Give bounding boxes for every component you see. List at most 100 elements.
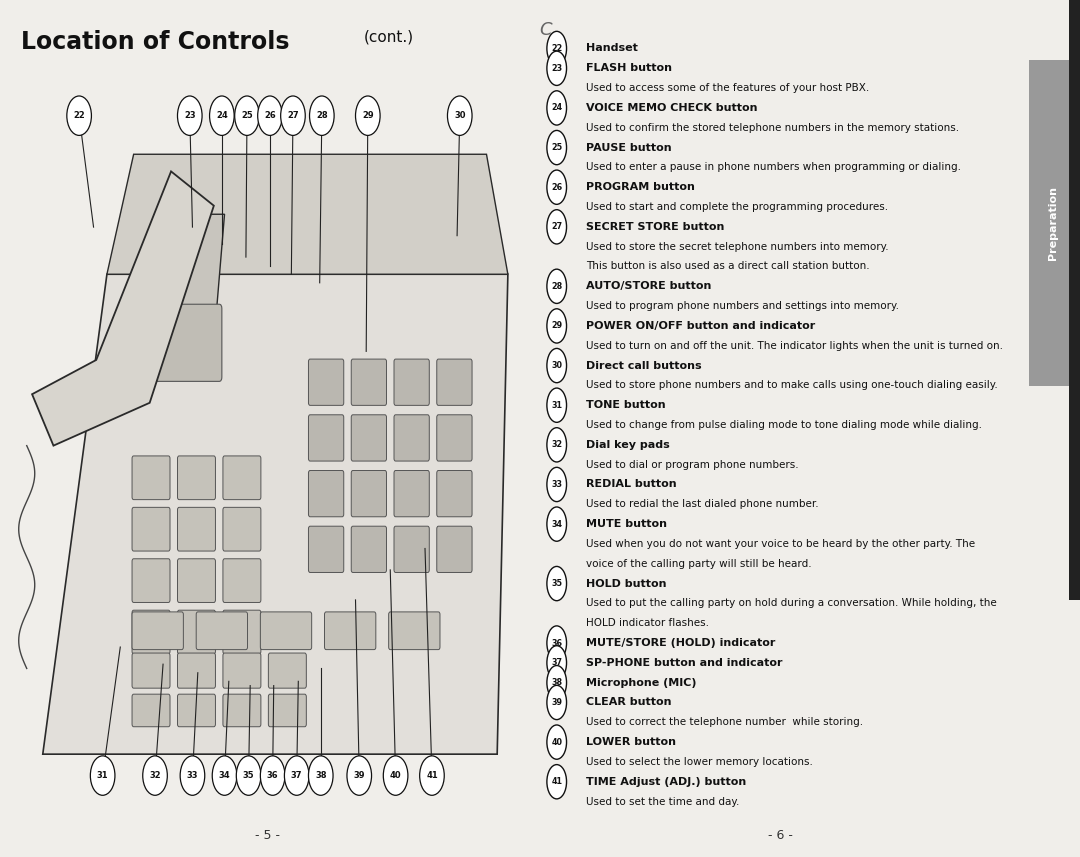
Text: 26: 26 [265,111,275,120]
FancyBboxPatch shape [120,304,221,381]
Text: VOICE MEMO CHECK button: VOICE MEMO CHECK button [586,103,758,113]
Text: Used to start and complete the programming procedures.: Used to start and complete the programmi… [586,202,889,212]
Text: Used to store phone numbers and to make calls using one-touch dialing easily.: Used to store phone numbers and to make … [586,381,998,391]
Circle shape [447,96,472,135]
FancyBboxPatch shape [394,359,429,405]
Text: PROGRAM button: PROGRAM button [586,183,696,192]
Circle shape [143,756,167,795]
Circle shape [237,756,261,795]
Text: 34: 34 [219,771,230,780]
Text: 34: 34 [551,519,563,529]
Text: Used to set the time and day.: Used to set the time and day. [586,796,740,806]
Text: Microphone (MIC): Microphone (MIC) [586,678,697,687]
Text: 30: 30 [551,361,563,370]
Text: C: C [540,21,552,39]
FancyBboxPatch shape [177,559,215,602]
Polygon shape [32,171,214,446]
Text: 28: 28 [551,282,563,291]
Text: (cont.): (cont.) [364,30,414,45]
Text: 33: 33 [187,771,199,780]
FancyBboxPatch shape [268,653,307,688]
Text: Dial key pads: Dial key pads [586,440,670,450]
Circle shape [91,756,114,795]
Text: SECRET STORE button: SECRET STORE button [586,222,725,232]
FancyBboxPatch shape [324,612,376,650]
Polygon shape [85,214,225,386]
Text: CLEAR button: CLEAR button [586,698,672,708]
Circle shape [546,32,567,66]
Circle shape [546,51,567,86]
FancyBboxPatch shape [351,415,387,461]
Bar [1029,60,1077,386]
Text: AUTO/STORE button: AUTO/STORE button [586,281,712,291]
Bar [1069,0,1080,600]
Text: MUTE/STORE (HOLD) indicator: MUTE/STORE (HOLD) indicator [586,638,775,648]
FancyBboxPatch shape [351,359,387,405]
FancyBboxPatch shape [222,694,261,727]
Text: 22: 22 [551,44,563,53]
Text: 35: 35 [243,771,255,780]
Text: 31: 31 [551,401,563,410]
Text: This button is also used as a direct call station button.: This button is also used as a direct cal… [586,261,869,272]
Text: - 6 -: - 6 - [768,829,793,842]
Text: voice of the calling party will still be heard.: voice of the calling party will still be… [586,559,812,569]
Text: 35: 35 [551,579,563,588]
Text: 27: 27 [551,222,563,231]
FancyBboxPatch shape [394,415,429,461]
FancyBboxPatch shape [132,612,184,650]
Text: REDIAL button: REDIAL button [586,479,677,489]
Text: Used to select the lower memory locations.: Used to select the lower memory location… [586,757,813,767]
Text: 37: 37 [551,658,563,668]
FancyBboxPatch shape [222,507,261,551]
Text: 25: 25 [551,143,563,152]
FancyBboxPatch shape [132,610,170,654]
Circle shape [420,756,444,795]
Text: Handset: Handset [586,44,638,53]
FancyBboxPatch shape [309,526,343,572]
Circle shape [258,96,282,135]
FancyBboxPatch shape [309,470,343,517]
Text: 36: 36 [551,638,563,648]
FancyBboxPatch shape [132,653,170,688]
Text: 25: 25 [241,111,253,120]
Text: 27: 27 [287,111,299,120]
Text: 23: 23 [551,63,563,73]
Text: 39: 39 [353,771,365,780]
Text: HOLD indicator flashes.: HOLD indicator flashes. [586,618,710,628]
Text: Used to change from pulse dialing mode to tone dialing mode while dialing.: Used to change from pulse dialing mode t… [586,420,982,430]
Circle shape [546,210,567,244]
Circle shape [546,269,567,303]
Circle shape [546,467,567,501]
Circle shape [67,96,92,135]
Text: 32: 32 [149,771,161,780]
Text: 24: 24 [551,104,563,112]
Text: Used to confirm the stored telephone numbers in the memory stations.: Used to confirm the stored telephone num… [586,123,959,133]
Circle shape [309,756,333,795]
Text: 40: 40 [390,771,402,780]
Text: 29: 29 [362,111,374,120]
FancyBboxPatch shape [132,559,170,602]
Text: Used to dial or program phone numbers.: Used to dial or program phone numbers. [586,459,799,470]
Circle shape [281,96,306,135]
FancyBboxPatch shape [351,526,387,572]
Circle shape [180,756,205,795]
Text: 32: 32 [551,440,563,449]
Circle shape [177,96,202,135]
FancyBboxPatch shape [351,470,387,517]
Text: - 5 -: - 5 - [255,829,280,842]
FancyBboxPatch shape [309,359,343,405]
Text: Used to put the calling party on hold during a conversation. While holding, the: Used to put the calling party on hold du… [586,598,997,608]
FancyBboxPatch shape [222,653,261,688]
Text: Used when you do not want your voice to be heard by the other party. The: Used when you do not want your voice to … [586,539,975,549]
Circle shape [546,666,567,700]
Text: Location of Controls: Location of Controls [22,30,289,54]
FancyBboxPatch shape [197,612,247,650]
Circle shape [546,130,567,165]
FancyBboxPatch shape [436,470,472,517]
Text: Used to enter a pause in phone numbers when programming or dialing.: Used to enter a pause in phone numbers w… [586,162,961,172]
Text: HOLD button: HOLD button [586,578,666,589]
FancyBboxPatch shape [260,612,312,650]
Text: 36: 36 [267,771,279,780]
Text: Used to store the secret telephone numbers into memory.: Used to store the secret telephone numbe… [586,242,889,252]
Circle shape [546,388,567,423]
